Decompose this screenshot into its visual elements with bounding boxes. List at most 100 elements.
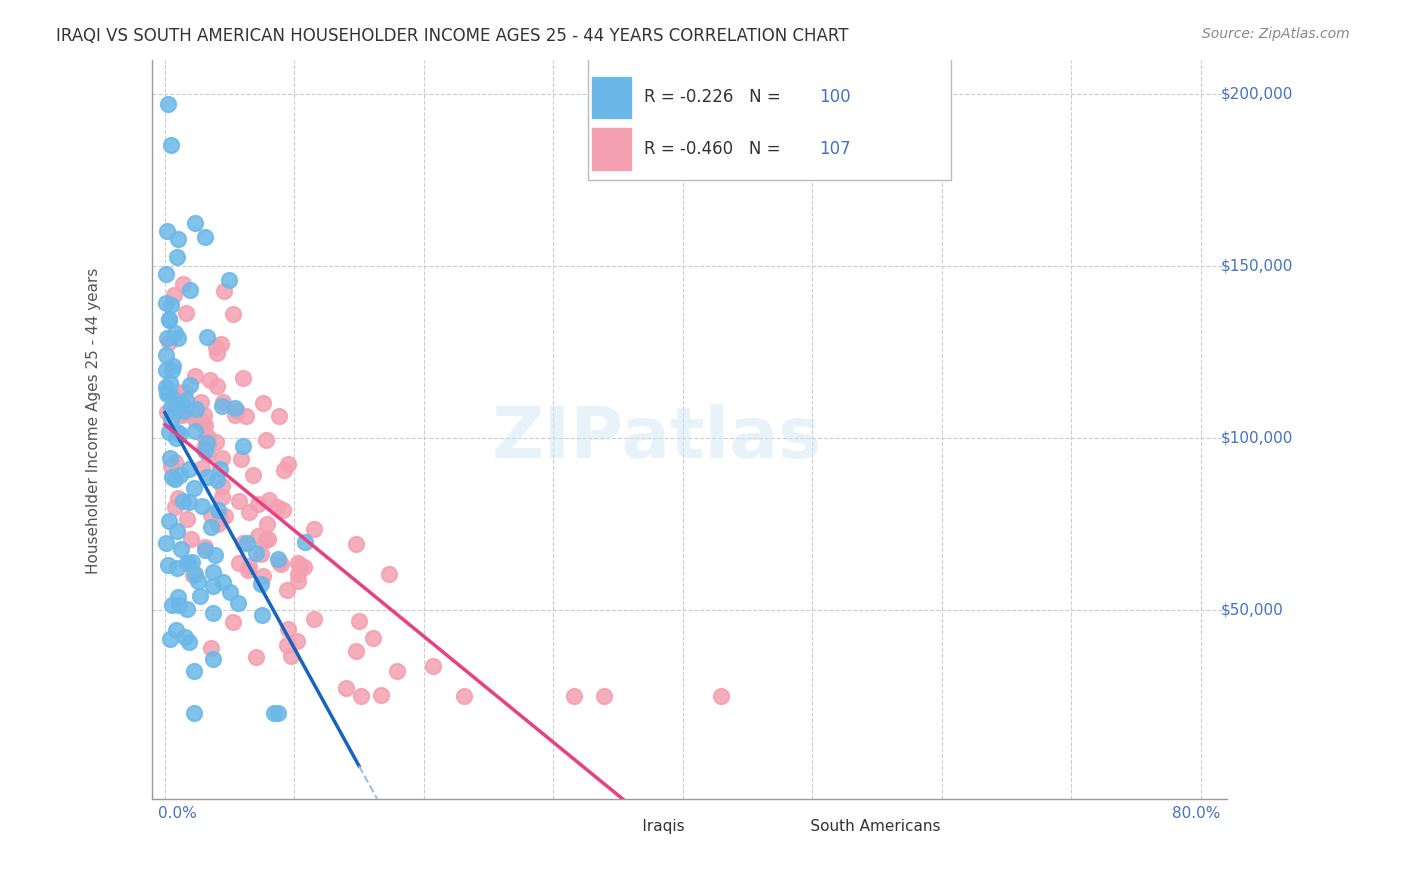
Point xyxy=(211,575,233,590)
Point xyxy=(211,479,233,493)
Point xyxy=(288,558,311,573)
Point xyxy=(212,284,235,298)
Point xyxy=(183,411,205,425)
Point xyxy=(155,348,177,362)
Point xyxy=(250,577,273,591)
Point xyxy=(252,569,274,583)
Point xyxy=(193,441,215,455)
Point xyxy=(256,517,278,532)
Point xyxy=(226,404,249,418)
Point xyxy=(363,631,385,645)
Point xyxy=(174,306,197,320)
Point xyxy=(166,560,188,574)
Point xyxy=(177,635,200,649)
Point xyxy=(378,567,401,582)
Point xyxy=(208,462,231,476)
Point xyxy=(160,363,183,377)
Bar xyxy=(592,128,631,169)
Bar xyxy=(599,818,621,836)
Point xyxy=(188,413,211,427)
Bar xyxy=(592,77,631,118)
Point xyxy=(160,459,183,474)
Point xyxy=(236,536,259,550)
Point xyxy=(218,272,240,286)
Point xyxy=(163,500,186,514)
Point xyxy=(257,532,280,546)
Point xyxy=(287,574,309,588)
Text: 107: 107 xyxy=(818,140,851,158)
Point xyxy=(173,404,195,418)
Point xyxy=(207,346,229,360)
Point xyxy=(184,424,207,438)
Point xyxy=(165,472,187,486)
Point xyxy=(242,467,264,482)
Point xyxy=(263,706,285,721)
Point xyxy=(157,97,180,112)
Point xyxy=(166,331,188,345)
Point xyxy=(197,470,219,484)
Point xyxy=(204,548,226,562)
Point xyxy=(183,706,205,721)
Point xyxy=(257,492,280,507)
Point xyxy=(222,615,245,629)
Point xyxy=(292,560,315,574)
Point xyxy=(209,337,232,351)
Text: Householder Income Ages 25 - 44 years: Householder Income Ages 25 - 44 years xyxy=(86,268,101,574)
Point xyxy=(249,548,271,562)
Point xyxy=(347,615,370,629)
Point xyxy=(156,387,179,401)
Text: ZIPatlas: ZIPatlas xyxy=(492,403,823,473)
Point xyxy=(238,559,260,574)
Point xyxy=(252,608,274,623)
Point xyxy=(200,373,222,387)
Point xyxy=(194,230,217,244)
Point xyxy=(166,231,188,245)
Point xyxy=(385,664,408,678)
Point xyxy=(335,681,357,695)
Point xyxy=(232,370,254,384)
Text: $200,000: $200,000 xyxy=(1220,87,1292,102)
Point xyxy=(183,481,205,495)
Point xyxy=(205,340,228,354)
Point xyxy=(165,401,187,416)
Point xyxy=(277,457,299,471)
Point xyxy=(166,524,188,539)
Point xyxy=(166,591,188,605)
Text: 0.0%: 0.0% xyxy=(159,806,197,822)
Point xyxy=(157,514,180,528)
Text: $50,000: $50,000 xyxy=(1220,603,1284,617)
Point xyxy=(219,585,242,599)
Point xyxy=(207,474,229,488)
Point xyxy=(194,540,217,554)
Point xyxy=(207,379,229,393)
Point xyxy=(156,224,179,238)
Point xyxy=(235,409,257,423)
Point xyxy=(156,384,179,398)
Point xyxy=(183,567,205,582)
Point xyxy=(166,491,188,505)
Point xyxy=(226,596,249,610)
Point xyxy=(166,250,188,264)
Point xyxy=(155,405,177,419)
Point xyxy=(173,384,195,399)
Point xyxy=(207,502,229,516)
Point xyxy=(277,622,299,636)
Point xyxy=(186,402,208,417)
Point xyxy=(165,623,187,637)
Point xyxy=(191,499,214,513)
Point xyxy=(232,439,254,453)
Point xyxy=(267,706,290,721)
Point xyxy=(160,401,183,415)
Point xyxy=(285,633,308,648)
Point xyxy=(287,556,309,570)
Point xyxy=(165,455,187,469)
Point xyxy=(157,311,180,326)
Point xyxy=(236,564,259,578)
Point xyxy=(267,551,290,566)
Point xyxy=(252,396,274,410)
Point xyxy=(160,298,183,312)
Point xyxy=(201,579,224,593)
Point xyxy=(180,407,202,421)
Point xyxy=(160,411,183,425)
Point xyxy=(179,284,201,298)
